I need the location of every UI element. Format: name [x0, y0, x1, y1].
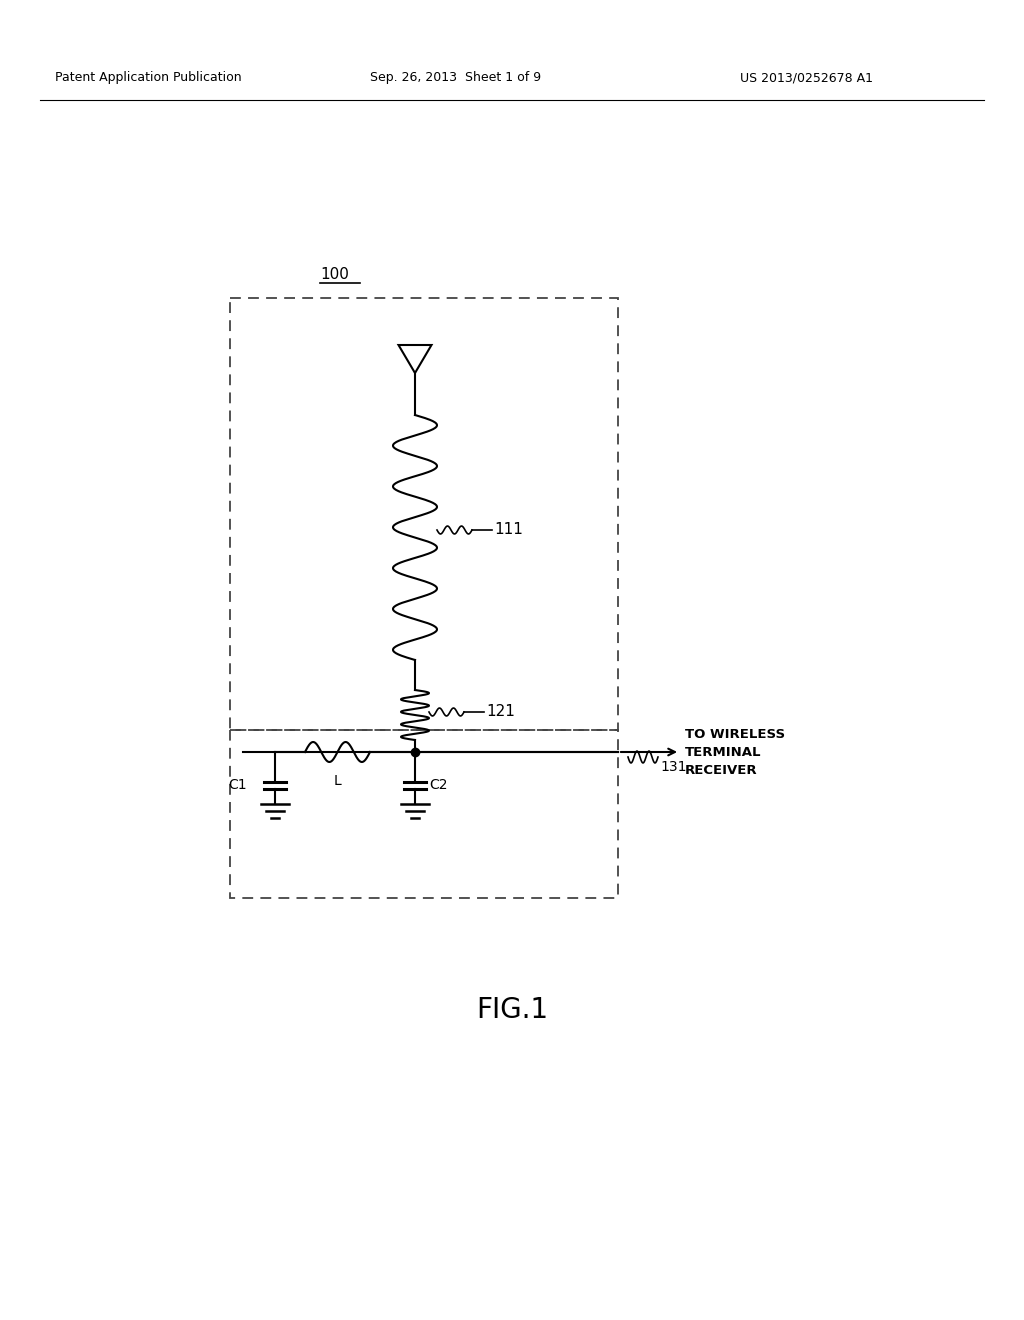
Text: C2: C2	[429, 777, 447, 792]
Text: Sep. 26, 2013  Sheet 1 of 9: Sep. 26, 2013 Sheet 1 of 9	[370, 71, 541, 84]
Text: 121: 121	[486, 705, 515, 719]
Text: US 2013/0252678 A1: US 2013/0252678 A1	[740, 71, 873, 84]
Text: L: L	[334, 774, 341, 788]
Text: 131: 131	[660, 760, 686, 774]
Text: FIG.1: FIG.1	[476, 997, 548, 1024]
Text: Patent Application Publication: Patent Application Publication	[55, 71, 242, 84]
Text: TO WIRELESS
TERMINAL
RECEIVER: TO WIRELESS TERMINAL RECEIVER	[685, 727, 785, 776]
Text: 100: 100	[319, 267, 349, 282]
Text: C1: C1	[228, 777, 247, 792]
Text: 111: 111	[494, 523, 523, 537]
